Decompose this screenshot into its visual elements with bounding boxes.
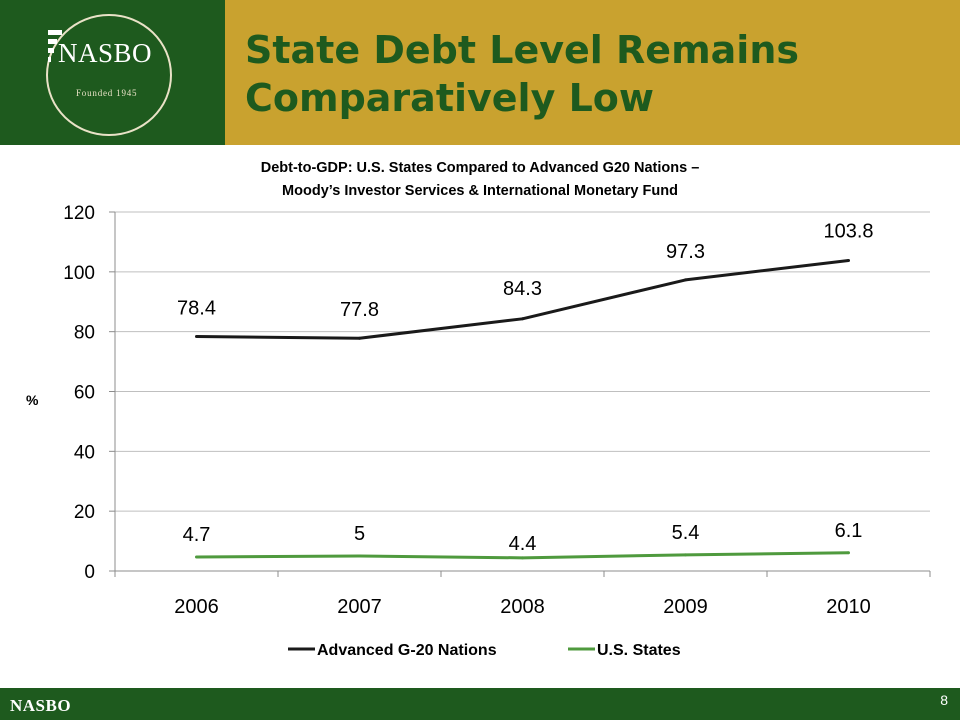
data-point xyxy=(684,553,687,557)
logo-wordmark: NASBO xyxy=(58,38,153,68)
x-tick-label: 2008 xyxy=(500,596,545,618)
chart-title-line-1: Debt-to-GDP: U.S. States Compared to Adv… xyxy=(260,160,700,176)
x-tick-label: 2010 xyxy=(826,596,871,618)
y-tick-label: 20 xyxy=(74,502,95,523)
data-point xyxy=(847,258,850,262)
x-tick-label: 2007 xyxy=(337,596,382,618)
y-tick-label: 40 xyxy=(74,442,95,463)
legend-label: U.S. States xyxy=(597,642,681,659)
y-tick-label: 0 xyxy=(84,562,95,583)
data-point xyxy=(521,556,524,560)
data-point xyxy=(358,554,361,558)
y-tick-label: 120 xyxy=(63,203,95,224)
chart-title-line-2: Moody’s Investor Services & Internationa… xyxy=(282,183,678,199)
x-tick-label: 2009 xyxy=(663,596,708,618)
title-panel: State Debt Level Remains Comparatively L… xyxy=(225,0,960,145)
data-label: 84.3 xyxy=(503,278,542,300)
page-number: 8 xyxy=(940,692,948,708)
data-label: 4.4 xyxy=(509,533,537,555)
slide-title: State Debt Level Remains Comparatively L… xyxy=(245,28,800,120)
y-tick-label: 60 xyxy=(74,383,95,404)
data-label: 6.1 xyxy=(835,520,863,542)
data-point xyxy=(195,334,198,338)
data-label: 77.8 xyxy=(340,299,379,321)
logo-founded-text: Founded 1945 xyxy=(76,88,138,98)
logo-ring xyxy=(46,14,172,136)
data-point xyxy=(521,317,524,321)
slide-footer: NASBO 8 xyxy=(0,688,960,720)
x-tick-label: 2006 xyxy=(174,596,219,618)
data-label: 78.4 xyxy=(177,297,216,319)
data-point xyxy=(684,278,687,282)
data-label: 5.4 xyxy=(672,522,700,544)
slide-header: NASBO Founded 1945 State Debt Level Rema… xyxy=(0,0,960,145)
nasbo-emblem-icon xyxy=(48,30,62,62)
data-label: 5 xyxy=(354,523,365,545)
data-point xyxy=(195,555,198,559)
data-label: 97.3 xyxy=(666,241,705,263)
y-axis-label: % xyxy=(26,392,39,408)
y-tick-label: 80 xyxy=(74,323,95,344)
y-tick-label: 100 xyxy=(63,263,95,284)
footer-brand: NASBO xyxy=(10,696,72,715)
data-label: 4.7 xyxy=(183,524,211,546)
data-point xyxy=(358,336,361,340)
legend-label: Advanced G-20 Nations xyxy=(317,642,497,659)
data-point xyxy=(847,551,850,555)
data-label: 103.8 xyxy=(823,220,873,242)
logo-panel: NASBO Founded 1945 xyxy=(0,0,225,145)
line-chart: 0 20 40 60 80 100 120 2006 2007 2008 2009 2010 78.4 7… xyxy=(63,203,931,659)
